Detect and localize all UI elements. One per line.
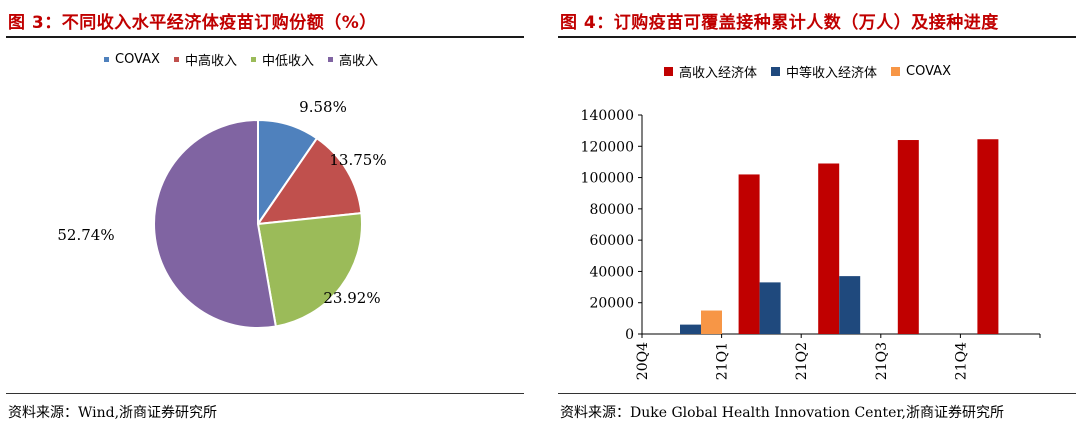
y-tick-label-6: 120000	[581, 139, 634, 155]
pie-legend-swatch-1	[173, 57, 179, 62]
pie-source-note: 资料来源：Wind,浙商证券研究所	[8, 405, 218, 421]
pie-slice-2	[256, 212, 363, 328]
x-tick-label-2: 21Q2	[794, 342, 810, 380]
pie-legend-swatch-3	[327, 57, 333, 62]
pie-legend: COVAX 中高收入 中低收入 高收入	[104, 50, 392, 69]
pie-legend-item-1: 中高收入	[173, 50, 237, 69]
pie-data-label-0: 9.58%	[299, 98, 347, 116]
bar-legend-label-2: COVAX	[906, 64, 951, 79]
bar-panel: 图 4：订购疫苗可覆盖接种累计人数（万人）及接种进度 高收入经济体 中等收入经济体…	[552, 0, 1080, 428]
pie-data-label-1: 13.75%	[329, 151, 386, 169]
bar-source-note: 资料来源：Duke Global Health Innovation Cente…	[560, 405, 1004, 421]
bar-2-0	[818, 163, 840, 334]
pie-legend-label-1: 中高收入	[184, 54, 237, 69]
pie-data-label-3: 52.74%	[57, 226, 114, 244]
bar-legend-item-1: 中等收入经济体	[771, 62, 877, 81]
bar-chart: 0 20000 40000 60000 80000 100000 120000 140000 2…	[581, 108, 1041, 380]
pie-legend-swatch-2	[250, 57, 256, 62]
bar-legend: 高收入经济体 中等收入经济体 COVAX	[664, 62, 965, 81]
pie-data-label-2: 23.92%	[323, 289, 380, 307]
bar-legend-item-0: 高收入经济体	[664, 62, 757, 81]
pie-figure-title: 图 3：不同收入水平经济体疫苗订购份额（%）	[8, 13, 377, 33]
y-tick-label-3: 60000	[589, 233, 634, 249]
bar-legend-label-0: 高收入经济体	[679, 66, 758, 81]
bar-source-rule	[558, 393, 1076, 394]
bar-legend-item-2: COVAX	[891, 64, 951, 79]
y-tick-label-0: 0	[625, 327, 634, 343]
pie-chart: 9.58% 13.75% 23.92% 52.74%	[57, 98, 387, 329]
bar-0-2	[701, 310, 722, 334]
pie-title-rule	[6, 36, 524, 38]
bar-2-1	[839, 276, 861, 334]
pie-legend-item-2: 中低收入	[250, 50, 314, 69]
x-tick-label-1: 21Q1	[715, 342, 731, 380]
pie-legend-label-3: 高收入	[338, 54, 378, 69]
x-tick-label-4: 21Q4	[953, 342, 969, 380]
pie-source-rule	[6, 393, 524, 394]
pie-legend-item-0: COVAX	[104, 52, 160, 67]
pie-legend-label-0: COVAX	[115, 52, 160, 67]
y-tick-label-4: 80000	[589, 202, 634, 218]
pie-panel: 图 3：不同收入水平经济体疫苗订购份额（%） COVAX 中高收入 中低收入 高收入 …	[0, 0, 528, 428]
bar-legend-swatch-2	[891, 67, 901, 76]
bar-title-rule	[558, 36, 1076, 38]
y-tick-label-1: 20000	[589, 296, 634, 312]
bar-legend-swatch-0	[664, 67, 673, 76]
pie-slice-1	[255, 136, 363, 226]
bar-figure-title: 图 4：订购疫苗可覆盖接种累计人数（万人）及接种进度	[560, 13, 999, 33]
bar-0-1	[680, 324, 701, 334]
bar-legend-swatch-1	[771, 67, 781, 76]
pie-slice-3	[153, 118, 278, 329]
pie-legend-item-3: 高收入	[327, 50, 378, 69]
y-tick-label-5: 100000	[581, 171, 634, 187]
pie-legend-label-2: 中低收入	[261, 54, 314, 69]
bar-1-1	[759, 282, 781, 334]
bar-1-0	[738, 174, 760, 334]
bar-legend-label-1: 中等收入经济体	[786, 66, 878, 81]
y-tick-label-7: 140000	[581, 108, 634, 124]
pie-legend-swatch-0	[104, 57, 109, 62]
bar-3-0	[897, 140, 919, 334]
y-tick-label-2: 40000	[589, 264, 634, 280]
bar-4-0	[977, 139, 999, 334]
x-tick-label-3: 21Q3	[874, 342, 890, 380]
x-tick-label-0: 20Q4	[635, 342, 651, 380]
